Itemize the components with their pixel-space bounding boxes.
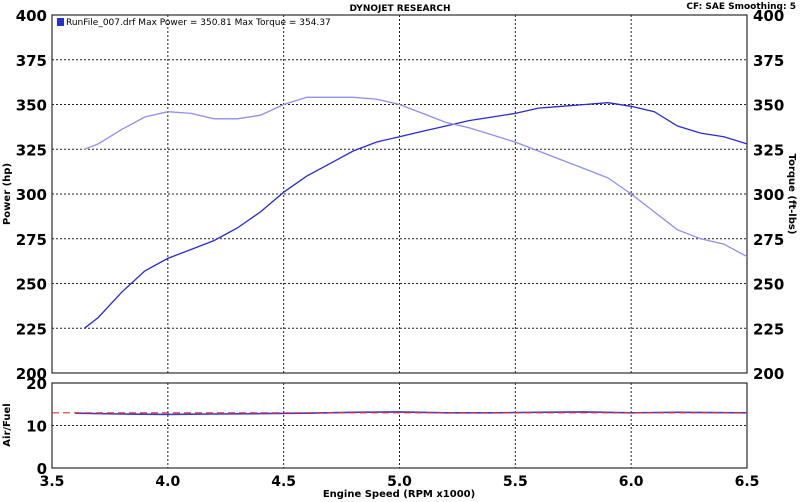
x-tick-label: 3.5 bbox=[40, 474, 65, 490]
power-tick-label: 250 bbox=[16, 276, 47, 294]
power-series-line bbox=[84, 102, 748, 329]
series-lines bbox=[52, 96, 748, 416]
torque-tick-label: 375 bbox=[753, 52, 784, 70]
chart-settings: CF: SAE Smoothing: 5 bbox=[686, 2, 796, 12]
power-tick-label: 225 bbox=[16, 320, 47, 338]
torque-series-line bbox=[84, 96, 748, 258]
afr-axis-label: Air/Fuel bbox=[2, 403, 13, 446]
power-tick-label: 350 bbox=[16, 97, 47, 115]
x-axis-label: Engine Speed (RPM x1000) bbox=[323, 489, 475, 500]
x-tick-label: 6.0 bbox=[619, 474, 644, 490]
afr-tick-label: 20 bbox=[26, 375, 47, 393]
power-axis-label: Power (hp) bbox=[2, 163, 13, 225]
x-tick-label: 6.5 bbox=[735, 474, 760, 490]
power-tick-label: 275 bbox=[16, 231, 47, 249]
afr-plot-frame bbox=[51, 382, 748, 469]
x-tick-label: 5.5 bbox=[503, 474, 528, 490]
torque-tick-label: 300 bbox=[753, 186, 784, 204]
power-tick-label: 200 bbox=[16, 365, 47, 383]
torque-tick-label: 250 bbox=[753, 276, 784, 294]
torque-tick-label: 225 bbox=[753, 320, 784, 338]
afr-tick-label: 10 bbox=[26, 418, 47, 436]
torque-tick-label: 275 bbox=[753, 231, 784, 249]
torque-tick-label: 350 bbox=[753, 97, 784, 115]
x-tick-label: 4.5 bbox=[271, 474, 296, 490]
torque-tick-label: 400 bbox=[753, 7, 784, 25]
x-tick-label: 5.0 bbox=[387, 474, 412, 490]
torque-axis-label: Torque (ft-lbs) bbox=[786, 154, 797, 235]
legend-text: RunFile_007.drf Max Power = 350.81 Max T… bbox=[66, 18, 331, 28]
power-tick-label: 400 bbox=[16, 7, 47, 25]
power-tick-label: 375 bbox=[16, 52, 47, 70]
torque-tick-label: 325 bbox=[753, 141, 784, 159]
chart-title: DYNOJET RESEARCH bbox=[349, 4, 450, 14]
torque-tick-label: 200 bbox=[753, 365, 784, 383]
x-tick-label: 4.0 bbox=[155, 474, 180, 490]
legend-swatch bbox=[57, 18, 64, 26]
afr-tick-label: 0 bbox=[37, 460, 47, 478]
power-tick-label: 325 bbox=[16, 141, 47, 159]
power-tick-label: 300 bbox=[16, 186, 47, 204]
